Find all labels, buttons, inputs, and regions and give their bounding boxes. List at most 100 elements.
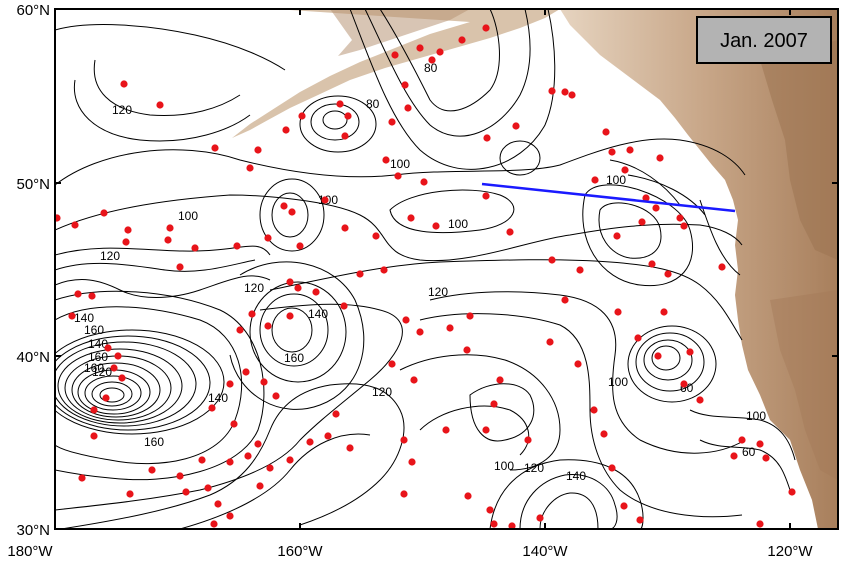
float-marker [524,436,532,444]
float-marker [226,512,234,520]
float-marker [321,196,329,204]
float-marker [590,406,598,414]
float-marker [176,472,184,480]
float-marker [506,228,514,236]
float-marker [388,118,396,126]
float-marker [104,344,112,352]
land-alaska-shade [330,9,470,56]
float-marker [660,308,668,316]
contour-label: 80 [366,97,380,111]
float-marker [55,214,61,222]
float-marker [260,378,268,386]
float-marker [182,488,190,496]
float-marker [686,348,694,356]
float-marker [156,101,164,109]
float-marker [442,426,450,434]
float-marker [68,312,76,320]
float-marker [466,312,474,320]
land-mountains [760,40,838,260]
float-marker [391,51,399,59]
contour-label: 80 [424,61,438,75]
float-marker [608,464,616,472]
float-marker [272,392,280,400]
float-marker [210,520,218,528]
contour-label: 140 [566,469,586,483]
float-marker [680,380,688,388]
contour-label: 160 [88,350,108,364]
float-marker [126,490,134,498]
float-marker [264,234,272,242]
contour-label: 60 [742,445,756,459]
float-marker [191,244,199,252]
float-marker [410,376,418,384]
float-marker [512,122,520,130]
float-marker [208,404,216,412]
float-marker [204,484,212,492]
float-marker [78,474,86,482]
float-marker [486,506,494,514]
float-marker [561,88,569,96]
float-marker [756,440,764,448]
lon-label-140w: 140°W [522,543,568,560]
float-marker [546,338,554,346]
lat-label-40n: 40°N [16,349,50,366]
float-marker [676,214,684,222]
float-marker [100,209,108,217]
float-marker [482,192,490,200]
float-marker [264,322,272,330]
contour-label: 120 [372,385,392,399]
float-marker [341,224,349,232]
float-marker [613,232,621,240]
float-marker [404,104,412,112]
float-marker [356,270,364,278]
map-frame [54,8,839,530]
float-marker [408,458,416,466]
lon-label-160w: 160°W [277,543,323,560]
float-marker [574,360,582,368]
float-marker [402,316,410,324]
float-marker [122,238,130,246]
float-marker [90,406,98,414]
float-marker [74,290,82,298]
float-marker [148,466,156,474]
land-mountains-south [770,290,838,480]
axis-ticks [54,9,838,529]
float-marker [458,36,466,44]
float-marker [664,270,672,278]
float-marker [336,100,344,108]
lat-label-60n: 60°N [16,2,50,19]
float-marker [214,500,222,508]
contour-label: 140 [88,337,108,351]
float-marker [166,224,174,232]
float-marker [388,360,396,368]
float-marker [296,242,304,250]
float-marker [344,112,352,120]
float-marker [483,134,491,142]
float-marker [652,204,660,212]
float-marker [280,202,288,210]
float-marker [382,156,390,164]
float-marker [508,522,516,529]
float-marker [416,44,424,52]
float-marker [591,176,599,184]
float-marker [120,80,128,88]
float-marker [464,492,472,500]
contour-label: 100 [390,157,410,171]
float-marker [71,221,79,229]
float-marker [286,456,294,464]
float-marker [536,514,544,522]
float-marker [548,256,556,264]
float-marker [118,374,126,382]
contour-label: 120 [428,285,448,299]
float-marker [432,222,440,230]
float-marker [176,263,184,271]
float-marker [401,81,409,89]
transect-line [481,182,736,213]
float-marker [756,520,764,528]
float-marker [436,48,444,56]
float-marker [164,236,172,244]
contour-label: 160 [144,435,164,449]
contour-label: 140 [208,391,228,405]
float-marker [608,148,616,156]
